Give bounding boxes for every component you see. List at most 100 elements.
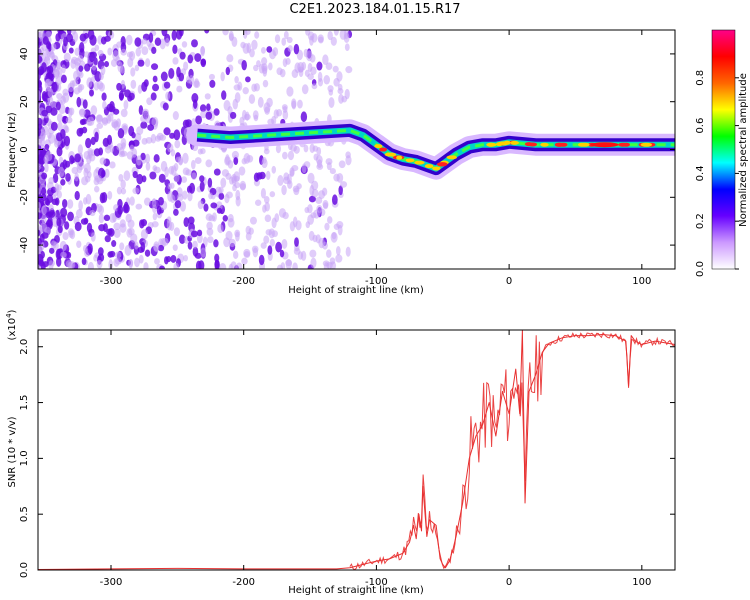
noise-speck xyxy=(41,232,49,239)
noise-speck xyxy=(62,232,69,241)
trace-peak-spot xyxy=(384,152,397,157)
noise-speck xyxy=(130,67,136,77)
noise-speck xyxy=(98,82,105,92)
noise-speck xyxy=(275,144,281,154)
noise-speck xyxy=(60,179,66,186)
x-tick-label: 100 xyxy=(632,276,651,287)
noise-speck xyxy=(46,194,54,203)
noise-speck xyxy=(65,172,71,182)
noise-speck xyxy=(199,181,205,192)
noise-speck xyxy=(234,229,241,238)
noise-speck xyxy=(79,108,86,118)
noise-speck xyxy=(86,77,93,88)
noise-speck xyxy=(268,62,273,71)
noise-speck xyxy=(47,87,54,98)
noise-speck xyxy=(119,219,126,228)
trace-max-spot xyxy=(590,142,619,148)
noise-speck xyxy=(63,135,71,147)
noise-speck xyxy=(233,157,239,166)
noise-speck xyxy=(135,47,142,57)
noise-speck xyxy=(51,82,58,93)
noise-speck xyxy=(109,161,116,169)
noise-speck xyxy=(292,262,298,269)
noise-speck xyxy=(205,213,213,221)
noise-speck xyxy=(174,139,181,149)
noise-speck xyxy=(140,121,148,129)
noise-speck xyxy=(107,190,113,200)
y-tick-label: 1.0 xyxy=(19,450,30,466)
noise-speck xyxy=(187,191,193,202)
noise-speck xyxy=(85,137,92,149)
noise-speck xyxy=(245,225,252,235)
y-tick-label: -20 xyxy=(19,189,30,205)
noise-speck xyxy=(87,116,95,127)
noise-speck xyxy=(321,187,328,196)
noise-speck xyxy=(267,245,273,255)
noise-speck xyxy=(93,148,101,157)
noise-speck xyxy=(146,97,153,106)
noise-speck xyxy=(309,249,317,258)
noise-speck xyxy=(163,127,171,136)
noise-speck xyxy=(315,196,323,205)
y-axis-label: Frequency (Hz) xyxy=(7,112,18,188)
noise-speck xyxy=(274,213,280,223)
noise-speck xyxy=(76,127,84,137)
noise-speck xyxy=(140,229,149,240)
trace-peak-spot xyxy=(437,162,448,167)
y-axis-label: SNR (10 * v/v) xyxy=(7,416,18,487)
noise-speck xyxy=(107,251,114,258)
noise-speck xyxy=(311,180,319,191)
noise-speck xyxy=(111,240,117,248)
noise-speck xyxy=(320,208,326,216)
noise-speck xyxy=(190,230,199,238)
noise-speck xyxy=(54,183,60,193)
noise-speck xyxy=(132,170,138,179)
noise-speck xyxy=(38,194,43,202)
noise-speck xyxy=(56,190,62,199)
noise-speck xyxy=(275,241,283,253)
noise-speck xyxy=(178,234,186,245)
noise-speck xyxy=(156,132,164,141)
noise-speck xyxy=(328,89,334,96)
noise-speck xyxy=(323,75,331,85)
noise-speck xyxy=(76,240,82,248)
noise-speck xyxy=(60,207,68,218)
noise-speck xyxy=(45,54,51,61)
noise-speck xyxy=(194,157,202,165)
noise-speck xyxy=(301,84,309,95)
noise-speck xyxy=(292,216,298,228)
noise-speck xyxy=(67,228,75,236)
noise-speck xyxy=(118,173,124,182)
chart-title: C2E1.2023.184.01.15.R17 xyxy=(289,2,461,17)
noise-speck xyxy=(38,212,42,220)
noise-speck xyxy=(182,119,190,128)
noise-speck xyxy=(205,159,213,168)
noise-speck xyxy=(337,83,343,91)
noise-speck xyxy=(199,104,207,113)
noise-speck xyxy=(38,47,45,57)
noise-speck xyxy=(44,78,51,90)
trace-peak-spot xyxy=(446,155,458,160)
noise-speck xyxy=(165,37,170,47)
noise-speck xyxy=(173,208,179,216)
noise-speck xyxy=(96,259,103,269)
noise-speck xyxy=(91,63,97,71)
noise-speck xyxy=(285,57,291,65)
noise-speck xyxy=(161,30,168,37)
noise-speck xyxy=(248,94,256,104)
noise-speck xyxy=(327,30,333,41)
noise-speck xyxy=(260,187,266,199)
noise-speck xyxy=(279,249,285,258)
noise-speck xyxy=(163,81,171,89)
colorbar-tick-label: 0.0 xyxy=(695,261,706,277)
x-tick-label: 100 xyxy=(632,577,651,588)
noise-speck xyxy=(213,108,220,116)
noise-speck xyxy=(193,80,201,89)
noise-speck xyxy=(98,205,105,215)
noise-speck xyxy=(191,172,197,181)
noise-speck xyxy=(83,150,91,160)
noise-speck xyxy=(310,257,317,269)
noise-speck xyxy=(317,78,324,87)
noise-speck xyxy=(218,192,225,200)
noise-speck xyxy=(304,69,310,77)
